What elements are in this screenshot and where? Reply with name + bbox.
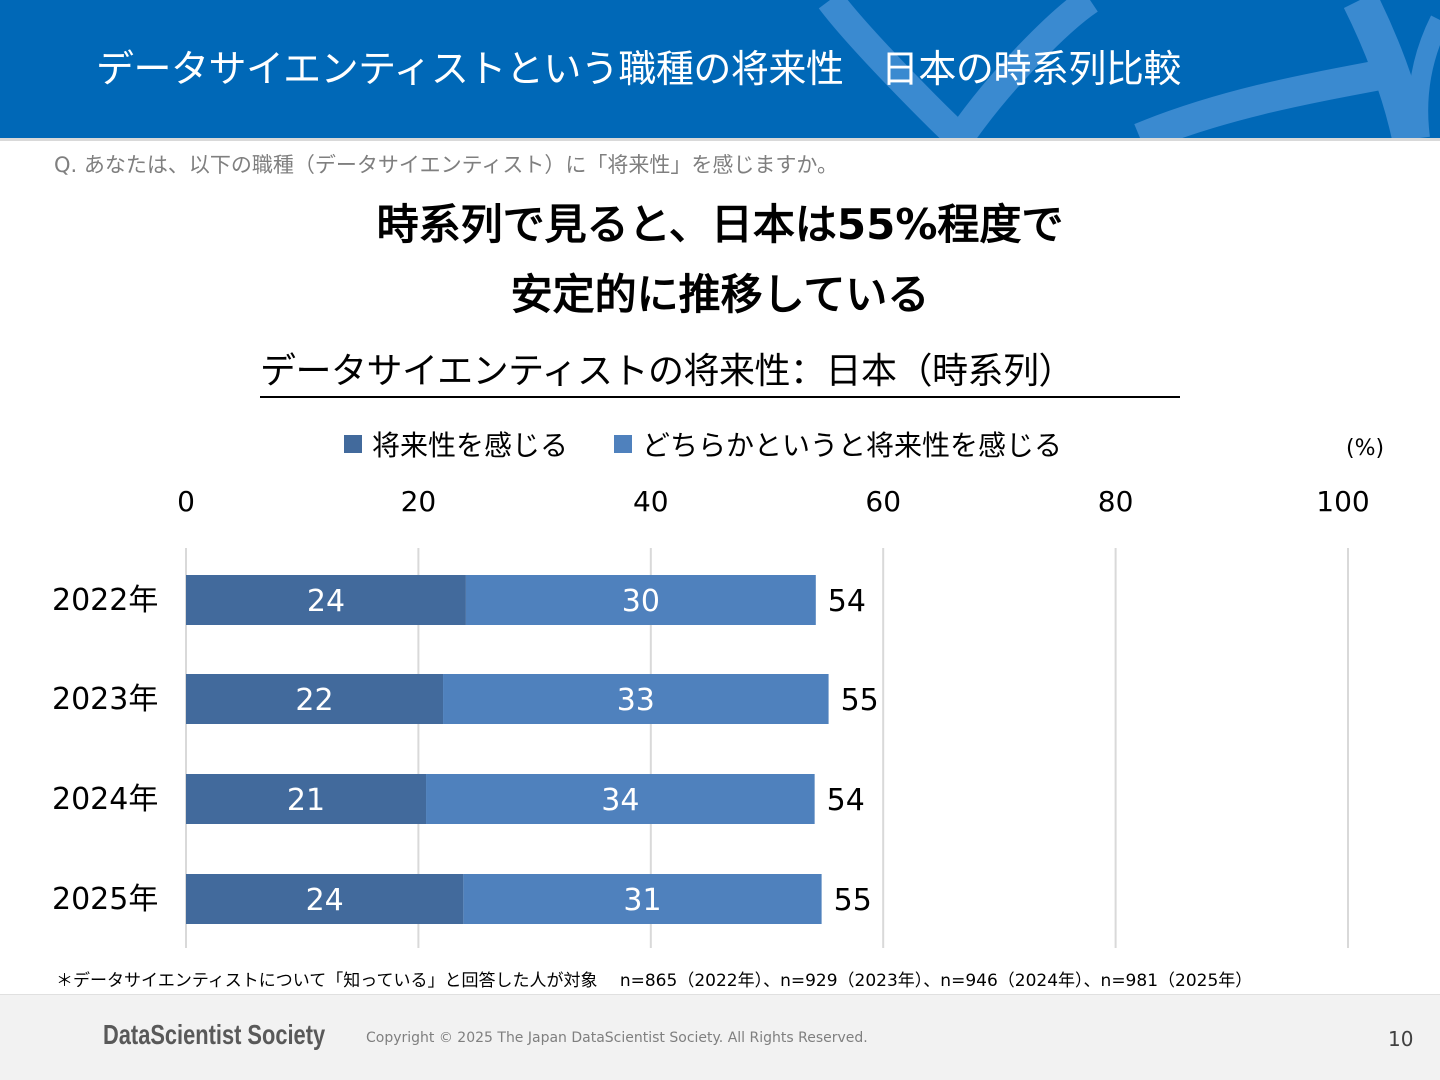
unit-label: (%) <box>1346 436 1385 461</box>
decor-arc <box>1134 60 1383 138</box>
bar-segment <box>463 874 822 924</box>
bar-segment <box>186 774 427 824</box>
bar-value-label: 30 <box>622 584 660 619</box>
category-label: 2022年 <box>52 583 158 618</box>
category-label: 2024年 <box>52 782 158 817</box>
chart-title: データサイエンティストの将来性：日本（時系列） <box>260 348 1180 398</box>
bar-total-label: 55 <box>834 883 872 918</box>
legend-label-strong: 将来性を感じる <box>372 429 569 462</box>
x-tick-label: 40 <box>633 485 669 518</box>
decor-arc <box>948 0 1099 138</box>
legend-swatch-strong <box>344 435 362 453</box>
bar-segment <box>443 674 829 724</box>
header-divider <box>0 138 1440 141</box>
bar-segment <box>426 774 815 824</box>
society-logo: DataScientist Society <box>103 1019 326 1050</box>
stacked-bar-chart: 0 20 40 60 80 100 2022年 24 30 54 2023年 22 33 55 2024年 2… <box>52 485 1370 948</box>
bar-value-label: 31 <box>623 883 661 918</box>
page-number: 10 <box>1388 1027 1414 1051</box>
bar-segment <box>186 674 444 724</box>
bar-total-label: 54 <box>827 783 865 818</box>
bar-total-label: 54 <box>828 584 866 619</box>
headline-line-1: 時系列で見ると、日本は55%程度で <box>376 200 1064 249</box>
bar-value-label: 22 <box>295 683 333 718</box>
bar-total-label: 55 <box>841 683 879 718</box>
header-decoration <box>818 0 1440 138</box>
decor-arc <box>1343 0 1428 138</box>
bar-value-label: 33 <box>617 683 655 718</box>
bar-segment <box>186 874 464 924</box>
copyright-text: Copyright © 2025 The Japan DataScientist… <box>366 1030 868 1046</box>
legend-item-weak: どちらかというと将来性を感じる <box>614 424 1062 464</box>
bar-value-label: 21 <box>287 783 325 818</box>
legend-swatch-weak <box>614 435 633 453</box>
category-label: 2023年 <box>52 682 158 717</box>
header-banner: データサイエンティストという職種の将来性 日本の時系列比較 <box>0 0 1440 138</box>
bar-value-label: 34 <box>601 783 639 818</box>
headline-line-2: 安定的に推移している <box>510 270 930 319</box>
bar-value-label: 24 <box>307 584 345 619</box>
footnote: ＊データサイエンティストについて「知っている」と回答した人が対象 n=865（2… <box>56 971 1253 991</box>
slide-title: データサイエンティストという職種の将来性 日本の時系列比較 <box>96 47 1181 91</box>
legend-label-weak: どちらかというと将来性を感じる <box>642 429 1063 462</box>
survey-question: Q. あなたは、以下の職種（データサイエンティスト）に「将来性」を感じますか。 <box>54 153 838 177</box>
x-tick-label: 0 <box>177 485 195 518</box>
chart-legend: 将来性を感じる どちらかというと将来性を感じる <box>344 424 1108 464</box>
headline: 時系列で見ると、日本は55%程度で 安定的に推移している <box>0 190 1440 330</box>
bar-segment <box>186 575 466 625</box>
x-tick-label: 60 <box>865 485 901 518</box>
category-label: 2025年 <box>52 882 158 917</box>
x-tick-label: 80 <box>1098 485 1134 518</box>
legend-item-strong: 将来性を感じる <box>344 424 568 464</box>
footer: DataScientist Society Copyright © 2025 T… <box>0 994 1440 1080</box>
x-tick-label: 100 <box>1316 485 1369 518</box>
bar-value-label: 24 <box>306 883 344 918</box>
decor-arc <box>1408 15 1440 138</box>
x-tick-label: 20 <box>401 485 437 518</box>
bar-segment <box>465 575 816 625</box>
